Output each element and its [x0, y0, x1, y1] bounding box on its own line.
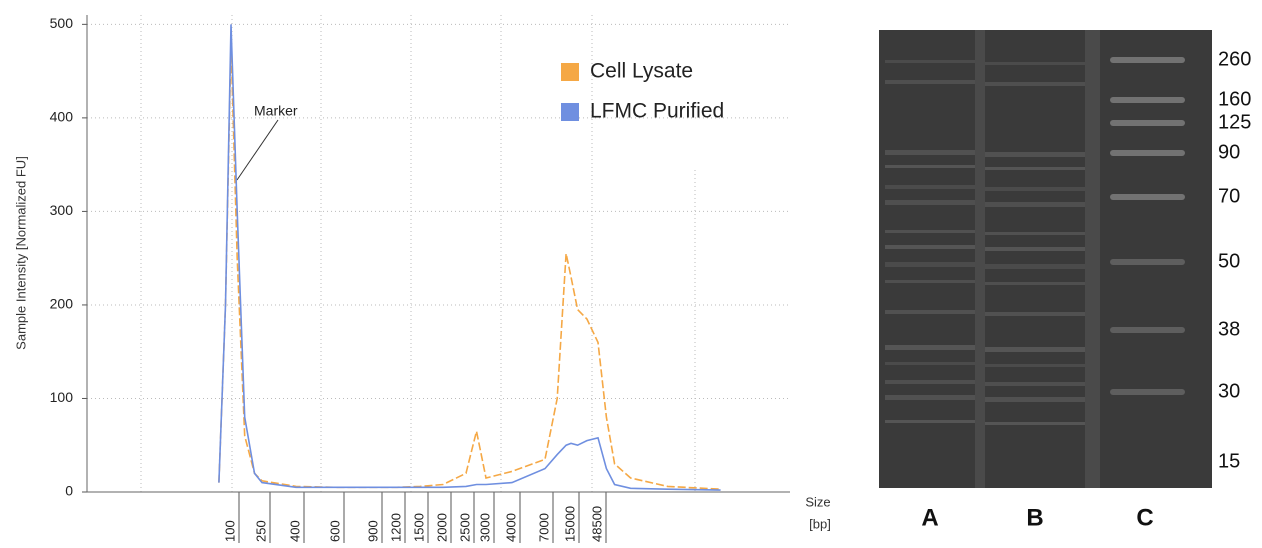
gel-band: [885, 245, 975, 249]
ladder-label: 260: [1218, 48, 1251, 70]
gel-band: [885, 60, 975, 63]
legend-label: Cell Lysate: [590, 60, 693, 83]
annotation: Marker: [254, 103, 298, 119]
grid-vertical: [141, 15, 695, 492]
x-tick-label: 2500: [457, 513, 472, 542]
x-tick-label: 1500: [411, 513, 426, 542]
gel-band: [885, 362, 975, 365]
x-tick-label: 48500: [589, 506, 604, 542]
gel-band: [885, 185, 975, 189]
ladder-band: [1110, 150, 1185, 156]
legend-label: LFMC Purified: [590, 100, 724, 123]
x-tick-label: 7000: [536, 513, 551, 542]
gel-band: [985, 264, 1085, 269]
ladder-band: [1110, 120, 1185, 126]
lane-gap: [1085, 30, 1100, 488]
ladder-band: [1110, 327, 1185, 333]
gel-band: [985, 167, 1085, 170]
y-tick-label: 400: [50, 109, 74, 125]
ladder-label: 30: [1218, 380, 1240, 402]
ladder-label: 160: [1218, 88, 1251, 110]
ladder-label: 15: [1218, 450, 1240, 472]
x-tick-label: 4000: [503, 513, 518, 542]
gel-band: [885, 380, 975, 384]
gel-band: [985, 397, 1085, 402]
y-tick-label: 200: [50, 296, 74, 312]
gel-band: [985, 282, 1085, 285]
gel-band: [885, 310, 975, 314]
gel-band: [885, 280, 975, 283]
x-axis-unit: [bp]: [809, 516, 831, 531]
gel-band: [885, 200, 975, 205]
gel-band: [985, 312, 1085, 316]
gel-band: [985, 347, 1085, 352]
gel-band: [885, 395, 975, 400]
page: Sample Intensity [Normalized FU] Size [b…: [0, 0, 1262, 543]
lane-label: A: [921, 504, 938, 531]
gel-band: [885, 230, 975, 233]
ladder-label: 125: [1218, 111, 1251, 133]
gel-band: [985, 202, 1085, 207]
legend-swatch: [561, 63, 579, 81]
ladder-label: 38: [1218, 318, 1240, 340]
x-tick-label: 1200: [388, 513, 403, 542]
x-tick-label: 250: [253, 520, 268, 542]
lane-label: B: [1026, 504, 1043, 531]
gel-band: [885, 420, 975, 423]
y-axis-label: Sample Intensity [Normalized FU]: [13, 156, 28, 350]
x-tick-label: 15000: [562, 506, 577, 542]
legend-swatch: [561, 103, 579, 121]
gel-band: [885, 150, 975, 155]
lane-gap: [975, 30, 985, 488]
x-tick-label: 900: [365, 520, 380, 542]
ladder-label: 70: [1218, 185, 1240, 207]
x-tick-label: 600: [327, 520, 342, 542]
y-tick-label: 300: [50, 202, 74, 218]
lane-label: C: [1136, 504, 1153, 531]
y-tick-label: 100: [50, 389, 74, 405]
ladder-label: 90: [1218, 141, 1240, 163]
ladder-band: [1110, 194, 1185, 200]
gel-band: [885, 165, 975, 168]
ladder-label: 50: [1218, 250, 1240, 272]
ladder-band: [1110, 389, 1185, 395]
gel-band: [985, 152, 1085, 157]
series-line: [219, 24, 721, 490]
gel-band: [885, 345, 975, 350]
gel: [879, 30, 1212, 488]
x-tick-label: 100: [222, 520, 237, 542]
gel-band: [985, 422, 1085, 425]
gel-band: [985, 187, 1085, 191]
x-tick-label: 3000: [477, 513, 492, 542]
gel-band: [985, 382, 1085, 386]
annotation-leader: [237, 120, 278, 180]
gel-band: [985, 62, 1085, 65]
ladder-band: [1110, 259, 1185, 265]
x-axis-label: Size: [805, 494, 830, 509]
gel-band: [985, 247, 1085, 251]
x-tick-label: 2000: [434, 513, 449, 542]
x-tick-label: 400: [287, 520, 302, 542]
gel-band: [985, 232, 1085, 235]
gel-band: [985, 364, 1085, 367]
y-tick-label: 500: [50, 15, 74, 31]
ladder-band: [1110, 97, 1185, 103]
gel-band: [885, 262, 975, 267]
y-tick-label: 0: [65, 483, 73, 499]
ladder-band: [1110, 57, 1185, 63]
gel-band: [985, 82, 1085, 86]
gel-band: [885, 80, 975, 84]
